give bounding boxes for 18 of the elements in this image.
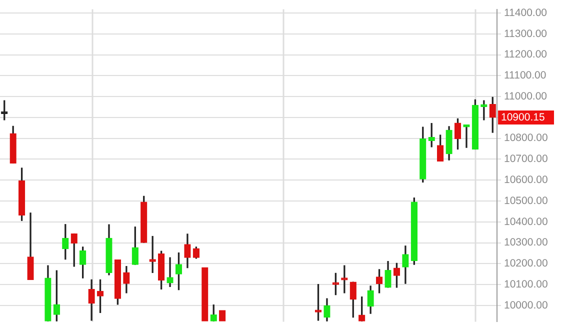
y-tick-label: 10000.00	[504, 299, 548, 312]
y-tick-label: 10200.00	[504, 258, 548, 270]
y-tick-label: 10600.00	[504, 174, 548, 186]
y-tick-label: 10300.00	[504, 236, 548, 249]
y-tick-label: 10500.00	[504, 194, 548, 207]
candlestick	[202, 267, 208, 322]
y-tick-label: 11100.00	[504, 70, 546, 82]
candlestick	[166, 257, 174, 287]
y-tick-label: 10400.00	[504, 216, 548, 228]
y-tick-label: 11000.00	[504, 90, 548, 102]
text: 10900.15	[501, 111, 545, 124]
y-tick-label: 11400.00	[504, 6, 548, 19]
y-tick-label: 10100.00	[504, 278, 548, 290]
candlestick	[219, 310, 226, 322]
y-tick-label: 10700.00	[504, 153, 548, 166]
y-tick-label: 11300.00	[504, 28, 548, 40]
y-tick-label: 11200.00	[504, 48, 548, 61]
y-tick-label: 10800.00	[504, 132, 548, 144]
